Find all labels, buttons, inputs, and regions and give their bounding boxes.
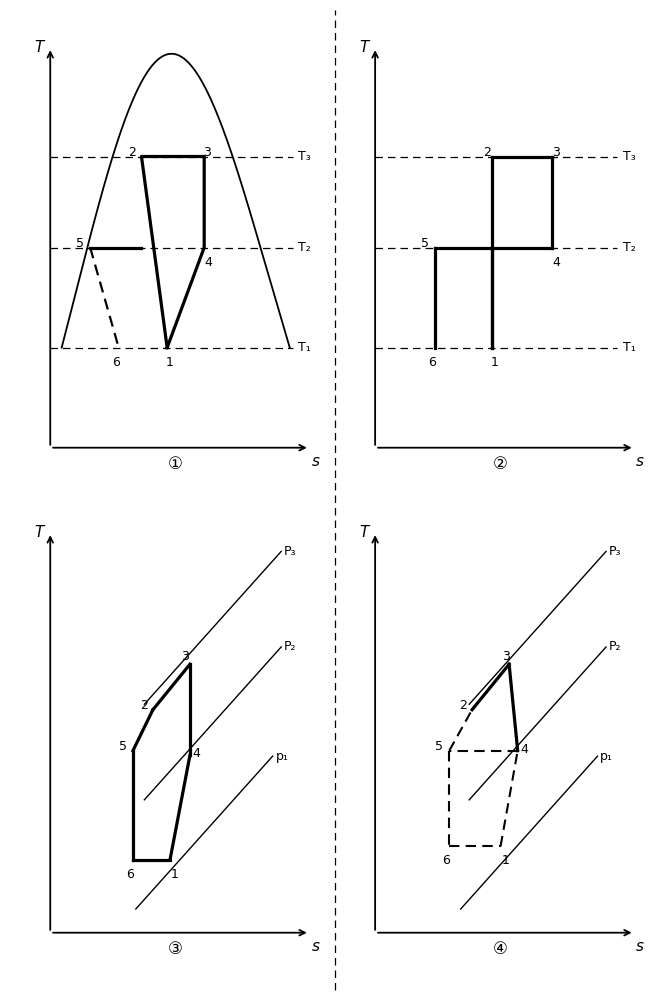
- Text: 5: 5: [435, 740, 443, 753]
- Text: T: T: [34, 525, 44, 540]
- Text: 2: 2: [483, 146, 491, 159]
- Text: 2: 2: [459, 699, 467, 712]
- Text: 1: 1: [501, 854, 509, 867]
- Text: 6: 6: [443, 854, 450, 867]
- Text: 1: 1: [491, 356, 499, 369]
- Text: T₁: T₁: [623, 341, 636, 354]
- Text: 2: 2: [140, 699, 148, 712]
- Text: s: s: [312, 454, 320, 469]
- Text: 5: 5: [119, 740, 127, 753]
- Text: T₃: T₃: [623, 150, 636, 163]
- Text: 2: 2: [129, 146, 137, 159]
- Text: T₁: T₁: [298, 341, 311, 354]
- Text: 4: 4: [205, 256, 213, 269]
- Text: ②: ②: [493, 455, 508, 473]
- Text: 1: 1: [170, 868, 178, 881]
- Text: T₂: T₂: [298, 241, 311, 254]
- Text: T₃: T₃: [298, 150, 311, 163]
- Text: P₃: P₃: [609, 545, 621, 558]
- Text: 6: 6: [126, 868, 134, 881]
- Text: 5: 5: [421, 237, 429, 250]
- Text: 6: 6: [112, 356, 120, 369]
- Text: ①: ①: [168, 455, 183, 473]
- Text: 1: 1: [166, 356, 174, 369]
- Text: T: T: [359, 40, 369, 55]
- Text: ③: ③: [168, 940, 183, 958]
- Text: T₂: T₂: [623, 241, 636, 254]
- Text: 4: 4: [192, 747, 200, 760]
- Text: 4: 4: [520, 743, 528, 756]
- Text: P₃: P₃: [284, 545, 296, 558]
- Text: s: s: [636, 939, 644, 954]
- Text: T: T: [34, 40, 44, 55]
- Text: 3: 3: [503, 650, 511, 663]
- Text: 3: 3: [552, 146, 560, 159]
- Text: P₂: P₂: [609, 640, 621, 653]
- Text: s: s: [312, 939, 320, 954]
- Text: 6: 6: [428, 356, 436, 369]
- Text: 4: 4: [552, 256, 560, 269]
- Text: s: s: [636, 454, 644, 469]
- Text: ④: ④: [493, 940, 508, 958]
- Text: p₁: p₁: [276, 750, 288, 763]
- Text: 5: 5: [76, 237, 84, 250]
- Text: p₁: p₁: [601, 750, 613, 763]
- Text: P₂: P₂: [284, 640, 296, 653]
- Text: 3: 3: [182, 650, 190, 663]
- Text: 3: 3: [203, 146, 211, 159]
- Text: T: T: [359, 525, 369, 540]
